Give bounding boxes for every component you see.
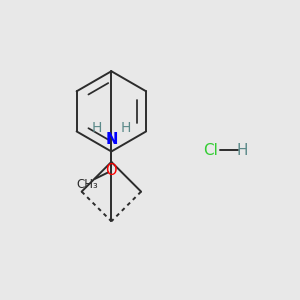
Text: O: O	[106, 163, 117, 178]
Text: Cl: Cl	[203, 142, 218, 158]
Text: CH₃: CH₃	[77, 178, 98, 191]
Text: H: H	[121, 121, 131, 135]
Text: H: H	[236, 142, 248, 158]
Text: N: N	[105, 132, 118, 147]
Text: H: H	[91, 121, 102, 135]
